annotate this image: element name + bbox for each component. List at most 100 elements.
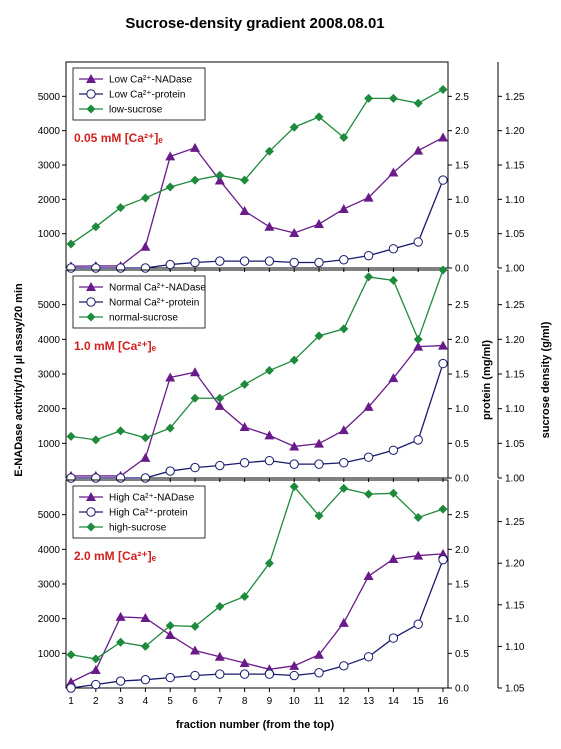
sucrose-point xyxy=(339,483,349,493)
protein-point xyxy=(239,458,250,468)
nadase-point xyxy=(388,554,399,564)
protein-tick-label: 2.0 xyxy=(455,545,469,556)
nadase-point xyxy=(289,227,300,237)
protein-point xyxy=(363,452,374,462)
sucrose-point xyxy=(364,93,374,103)
sucrose-point xyxy=(413,98,423,108)
legend-marker xyxy=(86,522,96,532)
nadase-point xyxy=(438,132,448,142)
sucrose-point xyxy=(116,426,126,436)
legend-marker xyxy=(86,507,96,517)
nadase-point xyxy=(239,422,250,432)
left-tick-label: 1000 xyxy=(38,439,61,450)
protein-point xyxy=(215,256,225,266)
panel-2: 1000 2000 3000 4000 5000 0.0 0.5 1.0 1.5 2.0 2.5 1.… xyxy=(38,265,525,485)
nadase-point xyxy=(363,401,374,411)
protein-tick-label: 1.0 xyxy=(455,195,469,206)
protein-point xyxy=(264,455,275,466)
protein-tick-label: 1.0 xyxy=(455,404,469,415)
protein-point xyxy=(66,683,76,693)
sucrose-point xyxy=(140,641,150,651)
protein-point xyxy=(438,555,448,565)
x-tick-label: 11 xyxy=(314,696,325,707)
x-tick-label: 9 xyxy=(267,696,273,707)
protein-point xyxy=(239,669,250,679)
sucrose-point xyxy=(264,146,274,156)
nadase-point xyxy=(338,203,349,213)
protein-tick-label: 0.0 xyxy=(455,684,469,695)
protein-point xyxy=(388,633,399,643)
sucrose-point xyxy=(264,366,274,376)
protein-point xyxy=(215,669,225,679)
nadase-point xyxy=(289,441,300,451)
panels-group: 1000 2000 3000 4000 5000 0.0 0.5 1.0 1.5 2.0 2.5 1.… xyxy=(38,61,525,707)
y-axis-title-protein: protein (mg/ml) xyxy=(481,340,493,420)
protein-point xyxy=(115,473,126,483)
condition-label: 2.0 mM [Ca²⁺]ₑ xyxy=(74,549,157,563)
sucrose-point xyxy=(314,331,324,341)
nadase-point xyxy=(413,550,424,560)
sucrose-tick-label: 1.00 xyxy=(505,474,525,485)
protein-point xyxy=(314,668,324,678)
protein-tick-label: 0.5 xyxy=(455,439,469,450)
nadase-point xyxy=(338,425,349,435)
protein-point xyxy=(413,619,423,629)
condition-label: 1.0 mM [Ca²⁺]ₑ xyxy=(74,339,157,353)
sucrose-tick-label: 1.20 xyxy=(505,126,525,137)
legend-label: High Ca²⁺-NADase xyxy=(109,493,195,504)
sucrose-point xyxy=(314,112,324,122)
protein-point xyxy=(314,459,324,469)
nadase-point xyxy=(264,430,275,440)
protein-point xyxy=(314,257,324,268)
series-line-sucrose xyxy=(70,269,444,441)
x-tick-label: 14 xyxy=(388,696,400,707)
nadase-point xyxy=(239,658,250,668)
sucrose-tick-label: 1.05 xyxy=(505,439,525,450)
nadase-point xyxy=(388,373,399,383)
left-tick-label: 4000 xyxy=(38,545,61,556)
sucrose-point xyxy=(240,591,250,601)
protein-point xyxy=(413,237,423,247)
sucrose-point xyxy=(165,182,175,192)
x-tick-label: 6 xyxy=(192,696,198,707)
protein-point xyxy=(413,435,423,445)
nadase-point xyxy=(66,677,76,687)
nadase-point xyxy=(363,192,374,202)
nadase-point xyxy=(388,167,399,177)
sucrose-point xyxy=(264,558,274,568)
sucrose-point xyxy=(364,272,374,282)
protein-point xyxy=(190,462,200,473)
sucrose-point xyxy=(438,84,448,94)
x-tick-label: 1 xyxy=(68,696,74,707)
protein-point xyxy=(66,473,76,483)
sucrose-point xyxy=(165,621,175,631)
sucrose-point xyxy=(116,203,126,213)
legend-label: Low Ca²⁺-NADase xyxy=(109,75,193,86)
protein-tick-label: 1.5 xyxy=(455,161,469,172)
sucrose-tick-label: 1.25 xyxy=(505,300,525,311)
protein-point xyxy=(438,175,448,185)
legend-label: Normal Ca²⁺-NADase xyxy=(109,283,206,294)
legend-marker xyxy=(86,104,96,114)
protein-point xyxy=(91,679,101,690)
x-tick-label: 15 xyxy=(413,696,425,707)
x-tick-label: 5 xyxy=(167,696,173,707)
y-axis-title-left: E-NADase activity/10 µl assay/20 min xyxy=(13,283,25,477)
nadase-point xyxy=(190,367,200,377)
sucrose-point xyxy=(215,170,225,180)
sucrose-point xyxy=(388,93,398,103)
x-tick-label: 10 xyxy=(289,696,301,707)
sucrose-point xyxy=(215,601,225,611)
protein-tick-label: 2.5 xyxy=(455,300,469,311)
sucrose-point xyxy=(339,133,349,143)
series-line-protein xyxy=(71,179,444,269)
protein-tick-label: 2.5 xyxy=(455,510,469,521)
sucrose-point xyxy=(240,379,250,389)
protein-point xyxy=(91,263,101,273)
protein-point xyxy=(140,674,151,685)
sucrose-point xyxy=(215,393,225,403)
sucrose-tick-label: 1.15 xyxy=(505,600,525,611)
nadase-point xyxy=(314,219,324,229)
protein-point xyxy=(165,466,175,476)
